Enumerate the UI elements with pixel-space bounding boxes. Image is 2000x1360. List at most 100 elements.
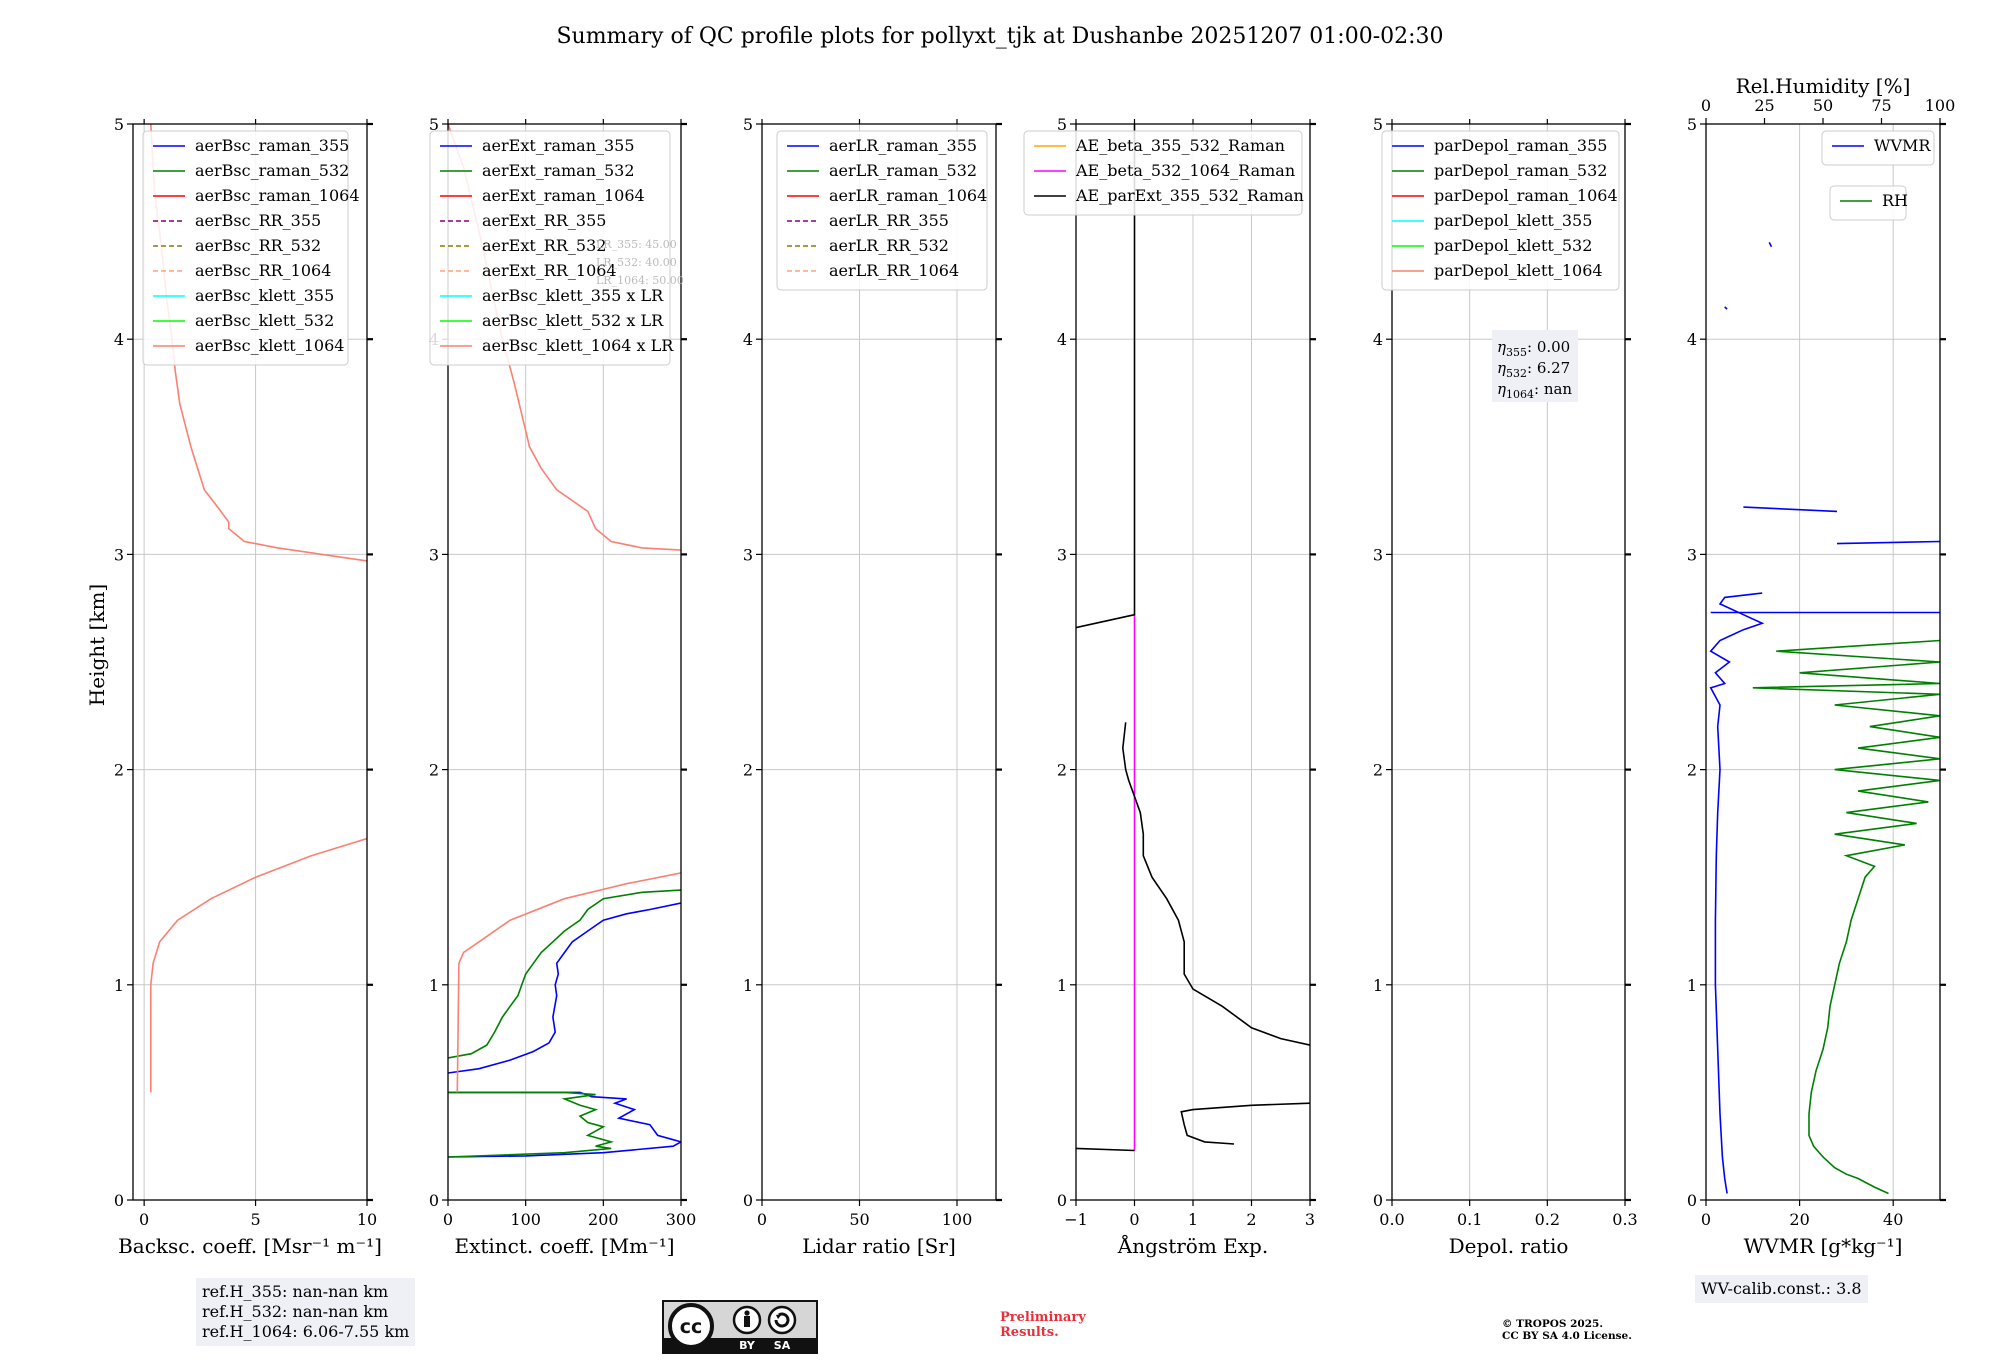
preliminary-line-2: Results. xyxy=(1000,1325,1059,1340)
top-x-tick-label: 75 xyxy=(1871,96,1891,115)
series-line-AE_parExt_mid xyxy=(1121,722,1310,1046)
legend-label: WVMR xyxy=(1874,136,1931,155)
y-tick-label: 4 xyxy=(1687,330,1697,349)
y-tick-label: 1 xyxy=(429,976,439,995)
y-tick-label: 3 xyxy=(743,545,753,564)
y-tick-label: 5 xyxy=(1687,115,1697,134)
legend-frame xyxy=(142,130,349,366)
x-tick-label: −1 xyxy=(1064,1210,1088,1229)
series-line-WVMR_upper4 xyxy=(1724,306,1728,310)
axes-frame xyxy=(1391,123,1626,1201)
legend-label: parDepol_klett_355 xyxy=(1434,211,1592,230)
x-tick-label: 0 xyxy=(1129,1210,1139,1229)
y-tick-label: 1 xyxy=(1057,976,1067,995)
y-tick-label: 2 xyxy=(114,761,124,780)
legend-label: aerBsc_raman_532 xyxy=(195,161,349,180)
y-tick-label: 1 xyxy=(1373,976,1383,995)
x-axis-label: WVMR [g*kg⁻¹] xyxy=(1744,1234,1903,1258)
x-tick-label: 1 xyxy=(1188,1210,1198,1229)
x-axis-label: Ångström Exp. xyxy=(1117,1233,1268,1258)
y-tick-label: 1 xyxy=(743,976,753,995)
x-tick-label: 0 xyxy=(1701,1210,1711,1229)
x-tick-label: 0.2 xyxy=(1535,1210,1560,1229)
y-tick-label: 5 xyxy=(429,115,439,134)
legend-label: aerExt_RR_1064 xyxy=(482,261,617,280)
legend-label: AE_parExt_355_532_Raman xyxy=(1075,186,1304,205)
y-tick-label: 2 xyxy=(1057,761,1067,780)
series-line-aerExt_raman_532_low xyxy=(448,1091,615,1158)
legend: parDepol_raman_355 parDepol_raman_532 parD… xyxy=(1381,130,1620,291)
y-tick-label: 2 xyxy=(1373,761,1383,780)
copyright-line-2: CC BY SA 4.0 License. xyxy=(1502,1330,1632,1342)
legend-label: aerBsc_klett_1064 x LR xyxy=(482,336,674,355)
legend-label: aerBsc_RR_532 xyxy=(195,236,321,255)
legend: aerBsc_raman_355 aerBsc_raman_532 aerBsc_r… xyxy=(142,130,360,366)
legend-label: aerLR_raman_1064 xyxy=(829,186,987,205)
y-tick-label: 4 xyxy=(1373,330,1383,349)
legend-label: aerBsc_klett_532 xyxy=(195,311,334,330)
x-tick-label: 10 xyxy=(357,1210,377,1229)
legend-label: parDepol_raman_1064 xyxy=(1434,186,1618,205)
y-tick-label: 5 xyxy=(1057,115,1067,134)
legend-frame xyxy=(429,130,671,366)
y-tick-label: 5 xyxy=(114,115,124,134)
x-tick-label: 100 xyxy=(510,1210,541,1229)
top-x-axis-label: Rel.Humidity [%] xyxy=(1736,74,1911,98)
legend-label: aerLR_RR_1064 xyxy=(829,261,959,280)
eta-line-1064: η1064: nan xyxy=(1497,380,1572,401)
y-tick-label: 5 xyxy=(743,115,753,134)
x-tick-label: 200 xyxy=(588,1210,619,1229)
series-line-AE_parExt_base xyxy=(1076,1147,1135,1152)
series-line-WVMR xyxy=(1709,592,1765,1194)
y-tick-label: 2 xyxy=(743,761,753,780)
x-tick-label: 5 xyxy=(250,1210,260,1229)
legend-label: parDepol_raman_355 xyxy=(1434,136,1607,155)
legend-label: aerExt_RR_532 xyxy=(482,236,606,255)
axes-frame xyxy=(761,123,997,1201)
legend-label: aerBsc_klett_1064 xyxy=(195,336,344,355)
wv-calib-text: WV-calib.const.: 3.8 xyxy=(1701,1279,1862,1298)
x-axis-label: Backsc. coeff. [Msr⁻¹ m⁻¹] xyxy=(118,1234,382,1258)
panel-ext: 0123450100200300Extinct. coeff. [Mm⁻¹]ae… xyxy=(429,115,696,1258)
series-line-WVMR_upper5 xyxy=(1768,242,1773,248)
legend-label: aerExt_raman_355 xyxy=(482,136,635,155)
y-tick-label: 4 xyxy=(1057,330,1067,349)
x-tick-label: 0.1 xyxy=(1457,1210,1482,1229)
legend-label: aerLR_raman_532 xyxy=(829,161,977,180)
svg-text:cc: cc xyxy=(680,1316,703,1338)
y-tick-label: 0 xyxy=(1687,1191,1697,1210)
axes-frame xyxy=(1705,123,1941,1201)
legend-label: aerLR_RR_532 xyxy=(829,236,949,255)
legend: aerLR_raman_355 aerLR_raman_532 aerLR_rama… xyxy=(776,130,988,291)
x-axis-label: Extinct. coeff. [Mm⁻¹] xyxy=(454,1234,674,1258)
legend-label: RH xyxy=(1882,191,1908,210)
y-tick-label: 1 xyxy=(1687,976,1697,995)
legend-label: aerBsc_RR_1064 xyxy=(195,261,331,280)
top-x-tick-label: 0 xyxy=(1701,96,1711,115)
eta-line-355: η355: 0.00 xyxy=(1497,338,1570,359)
x-axis-label: Depol. ratio xyxy=(1449,1234,1569,1258)
top-x-tick-label: 100 xyxy=(1925,96,1956,115)
y-tick-label: 0 xyxy=(114,1191,124,1210)
cc-by-label: BY xyxy=(739,1339,756,1352)
y-axis-label: Height [km] xyxy=(85,584,109,706)
lidar-ratio-label: LR_1064: 50.00 xyxy=(596,274,684,287)
legend-label: aerLR_raman_355 xyxy=(829,136,977,155)
series-line-aerBsc_klett_1064 xyxy=(150,837,367,1093)
legend: aerExt_raman_355 aerExt_raman_532 aerExt_r… xyxy=(429,130,674,366)
x-tick-label: 2 xyxy=(1246,1210,1256,1229)
legend-label: aerBsc_raman_1064 xyxy=(195,186,360,205)
x-tick-label: 40 xyxy=(1883,1210,1903,1229)
series-line-WVMR_upper2 xyxy=(1836,540,1940,545)
x-tick-label: 3 xyxy=(1305,1210,1315,1229)
x-tick-label: 50 xyxy=(849,1210,869,1229)
series-line-WVMR_upper xyxy=(1743,506,1838,513)
x-tick-label: 0 xyxy=(757,1210,767,1229)
x-tick-label: 100 xyxy=(942,1210,973,1229)
y-tick-label: 3 xyxy=(429,545,439,564)
y-tick-label: 0 xyxy=(1057,1191,1067,1210)
x-tick-label: 20 xyxy=(1789,1210,1809,1229)
series-line-AE_parExt_upper xyxy=(1076,124,1136,629)
